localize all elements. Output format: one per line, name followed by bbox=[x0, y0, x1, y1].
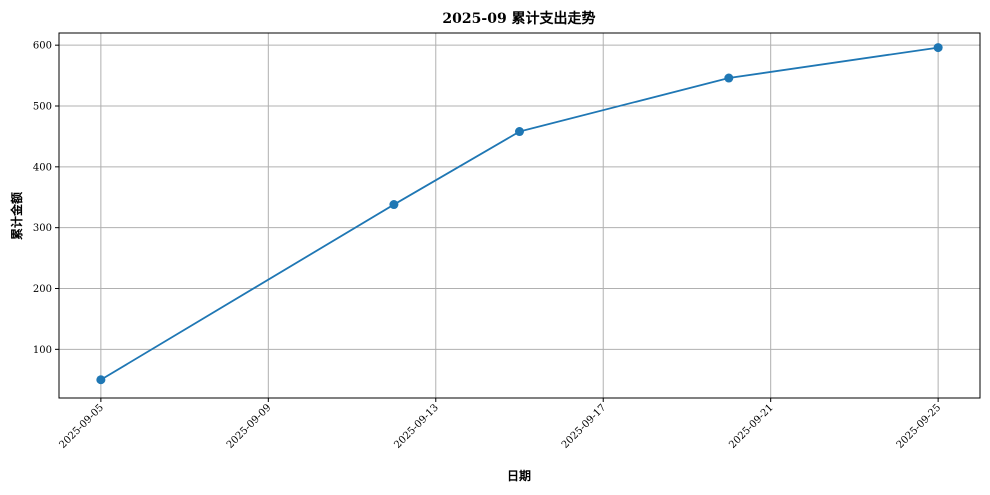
y-tick-label: 300 bbox=[33, 223, 52, 234]
grid bbox=[59, 33, 980, 398]
data-point bbox=[389, 200, 399, 210]
data-point bbox=[96, 375, 106, 385]
x-tick-label: 2025-09-13 bbox=[392, 402, 441, 451]
series-line bbox=[100, 46, 939, 381]
chart-title: 2025-09 累计支出走势 bbox=[442, 10, 595, 27]
data-point bbox=[724, 73, 734, 83]
x-tick-label: 2025-09-09 bbox=[225, 402, 274, 451]
x-tick-label: 2025-09-17 bbox=[560, 402, 609, 451]
x-axis-label: 日期 bbox=[507, 468, 531, 483]
y-tick-label: 500 bbox=[33, 102, 52, 113]
series-layer bbox=[96, 43, 943, 385]
y-tick-label: 100 bbox=[33, 345, 52, 356]
data-point bbox=[933, 43, 943, 53]
ticks-layer: 100 200 300 400 500 600 2025-09-05 2025-09-09 20… bbox=[33, 41, 943, 451]
x-tick-label: 2025-09-21 bbox=[727, 402, 776, 451]
x-tick-label: 2025-09-05 bbox=[57, 402, 106, 451]
y-tick-label: 600 bbox=[33, 41, 52, 52]
x-tick-label: 2025-09-25 bbox=[895, 402, 944, 451]
y-tick-label: 400 bbox=[33, 162, 52, 173]
y-tick-label: 200 bbox=[33, 284, 52, 295]
data-point bbox=[515, 127, 524, 137]
y-axis-label: 累计金额 bbox=[9, 192, 24, 240]
plot-frame bbox=[58, 32, 981, 399]
